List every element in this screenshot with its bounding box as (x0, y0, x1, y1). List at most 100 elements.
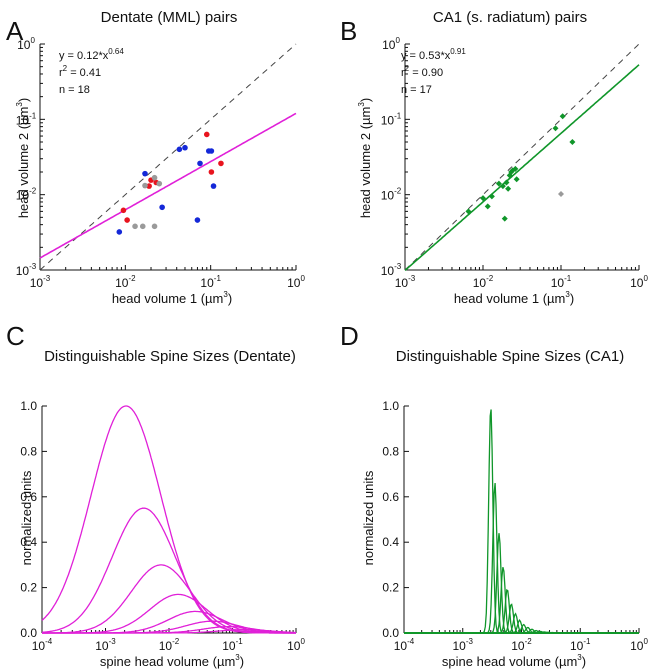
tick-label: 100 (287, 637, 305, 653)
data-point (194, 217, 201, 223)
tick-label: 100 (287, 274, 305, 290)
distribution-curve (404, 482, 639, 634)
data-point (208, 169, 215, 175)
sample-count: n = 18 (59, 84, 90, 96)
x-axis-label: head volume 1 (µm3) (454, 290, 574, 306)
data-point (116, 229, 123, 235)
y-axis-label: normalized units (19, 470, 34, 565)
tick-label: 0.4 (20, 535, 37, 549)
data-point (203, 131, 210, 138)
tick-label: 0.6 (382, 490, 399, 504)
data-point (124, 217, 130, 223)
tick-label: 10-2 (511, 637, 532, 653)
panel-title: Dentate (MML) pairs (101, 9, 238, 26)
data-point (503, 179, 510, 186)
identity-line (39, 43, 297, 271)
y-axis-label: head volume 2 (µm3) (357, 98, 373, 218)
data-point (488, 193, 495, 200)
data-point (159, 204, 165, 211)
tick-label: 10-2 (159, 637, 180, 653)
tick-label: 10-4 (32, 637, 53, 653)
tick-label: 10-2 (381, 187, 402, 203)
tick-label: 0.6 (20, 490, 37, 504)
tick-label: 0.8 (382, 444, 399, 458)
plot-area: 10-4 10-3 10-2 10-1 100 0.0 0.2 0.4 0.6 0.8 1.0 (20, 399, 305, 653)
sample-count: n = 17 (401, 84, 432, 96)
tick-label: 0.0 (20, 626, 37, 640)
fit-line (39, 112, 297, 259)
fit-equation: y = 0.12*x0.64 (59, 47, 124, 62)
panel-c: C Distinguishable Spine Sizes (Dentate) … (6, 321, 305, 669)
tick-label: 10-2 (16, 187, 37, 203)
data-point (501, 215, 508, 222)
data-point (465, 208, 472, 215)
fit-equation: y = 0.53*x0.91 (401, 47, 466, 62)
tick-label: 10-3 (16, 262, 37, 278)
panel-d: D Distinguishable Spine Sizes (CA1) 10-4… (340, 321, 648, 669)
tick-label: 10-3 (453, 637, 474, 653)
tick-label: 10-2 (473, 274, 494, 290)
tick-label: 10-1 (16, 111, 37, 127)
tick-label: 100 (630, 274, 648, 290)
tick-label: 10-1 (570, 637, 591, 653)
data-point (156, 180, 163, 187)
data-point (559, 113, 566, 120)
distribution-curve (404, 409, 639, 634)
panel-letter: D (340, 321, 359, 351)
panel-title: Distinguishable Spine Sizes (CA1) (396, 348, 624, 365)
data-point (569, 139, 576, 146)
tick-label: 10-3 (30, 274, 51, 290)
panel-letter: A (6, 16, 24, 46)
data-point (558, 191, 564, 198)
tick-label: 10-1 (551, 274, 572, 290)
data-point (218, 160, 224, 167)
y-axis-label: head volume 2 (µm3) (15, 98, 31, 218)
tick-label: 100 (630, 637, 648, 653)
tick-label: 1.0 (382, 399, 399, 413)
data-point (151, 174, 158, 181)
data-point (139, 223, 146, 230)
data-point (151, 223, 158, 230)
data-point (552, 125, 559, 132)
r-squared: r2 = 0.90 (401, 64, 443, 79)
data-point (197, 160, 203, 167)
distribution-curve (42, 628, 296, 634)
panel-title: Distinguishable Spine Sizes (Dentate) (44, 348, 296, 365)
tick-label: 10-3 (395, 274, 416, 290)
fit-line (404, 64, 640, 272)
plot-area: 10-3 10-2 10-1 100 10-3 10-2 10-1 100 (381, 36, 649, 290)
data-point (484, 203, 491, 210)
tick-label: 0.2 (382, 581, 399, 595)
tick-label: 10-1 (381, 111, 402, 127)
tick-label: 1.0 (20, 399, 37, 413)
panel-letter: B (340, 16, 357, 46)
data-point (505, 185, 512, 192)
data-point (480, 195, 486, 202)
data-point (132, 223, 138, 230)
data-point (513, 176, 520, 183)
tick-label: 100 (382, 36, 400, 52)
data-point (499, 183, 506, 190)
tick-label: 100 (17, 36, 35, 52)
panel-a: A Dentate (MML) pairs 10-3 10-2 10-1 100 10-… (6, 9, 305, 306)
y-axis-label: normalized units (361, 470, 376, 565)
data-point (495, 180, 502, 187)
fit-annotation: y = 0.53*x0.91 r2 = 0.90 n = 17 (401, 47, 466, 96)
distribution-curve (404, 533, 639, 634)
data-point (120, 207, 127, 214)
plot-area: 10-3 10-2 10-1 100 10-3 10-2 10-1 100 (16, 36, 306, 290)
x-axis-label: spine head volume (µm3) (100, 653, 244, 669)
tick-label: 0.8 (20, 444, 37, 458)
data-point (210, 183, 217, 189)
distribution-curve (42, 593, 296, 634)
tick-label: 0.4 (382, 535, 399, 549)
data-point (176, 146, 183, 153)
distribution-curve (42, 564, 296, 634)
distribution-curve (41, 405, 296, 634)
data-point (142, 170, 148, 177)
tick-label: 10-3 (95, 637, 116, 653)
tick-label: 10-4 (394, 637, 415, 653)
tick-label: 0.2 (20, 581, 37, 595)
data-point (182, 144, 188, 151)
